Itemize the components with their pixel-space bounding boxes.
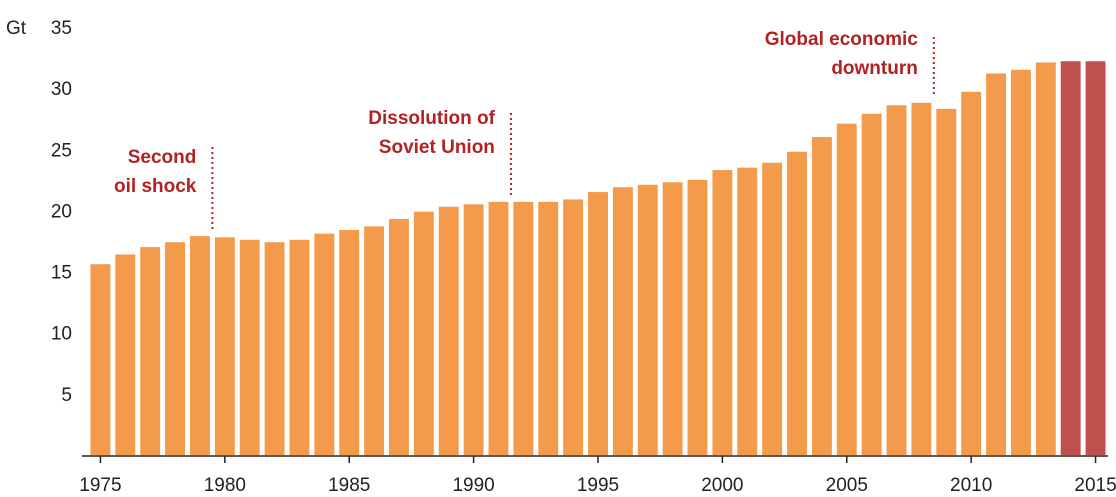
bar-1994	[563, 199, 584, 455]
bar-2015	[1085, 61, 1106, 456]
bar-2006	[861, 113, 882, 455]
bar-2014	[1060, 61, 1081, 456]
bar-1998	[662, 182, 683, 456]
x-tick-label-2000: 2000	[701, 475, 743, 496]
bar-2002	[762, 162, 783, 456]
bar-1997	[637, 184, 658, 455]
bar-1985	[339, 229, 360, 455]
bar-1980	[214, 237, 235, 455]
bar-1988	[413, 211, 434, 455]
y-tick-label-30: 30	[51, 79, 72, 100]
bar-2012	[1010, 69, 1031, 456]
y-axis: 5 10 15 20 25 30 35 Gt	[6, 18, 72, 406]
bar-1976	[115, 254, 136, 455]
x-tick-label-2005: 2005	[826, 475, 868, 496]
x-tick-label-1990: 1990	[452, 475, 494, 496]
bar-1979	[190, 236, 210, 455]
bar-2011	[986, 73, 1006, 455]
bar-1990	[463, 204, 484, 455]
x-tick-label-1985: 1985	[328, 475, 370, 496]
bar-2004	[811, 137, 832, 455]
bar-1991	[488, 201, 509, 455]
bar-1989	[438, 206, 459, 455]
x-tick-label-1975: 1975	[79, 475, 121, 496]
y-tick-label-10: 10	[51, 324, 72, 345]
y-tick-label-5: 5	[61, 385, 72, 406]
bars	[90, 61, 1106, 456]
annotation-label-1991-line-1: Dissolution of	[368, 108, 495, 129]
bar-1982	[264, 242, 285, 455]
bar-2009	[936, 108, 957, 456]
annotation-label-2008-line-2: downturn	[831, 58, 918, 79]
y-tick-label-20: 20	[51, 201, 72, 222]
annotation-label-2008-line-1: Global economic	[765, 29, 919, 50]
y-tick-label-25: 25	[51, 140, 72, 161]
annotation-label-1979-line-2: oil shock	[114, 176, 197, 197]
bar-1987	[389, 218, 409, 455]
bar-1983	[289, 239, 310, 455]
bar-2008	[911, 102, 932, 455]
bar-1986	[364, 226, 385, 455]
bar-1999	[687, 179, 708, 456]
bar-2003	[787, 151, 807, 456]
bar-1995	[588, 192, 608, 455]
bar-2001	[737, 167, 758, 455]
bar-2013	[1035, 62, 1056, 456]
x-axis: 1975 1980 1985 1990 1995 2000 2005 2010 2015	[79, 456, 1116, 496]
bar-1977	[140, 247, 161, 455]
annotation-label-1979-line-1: Second	[128, 147, 197, 168]
x-tick-label-2010: 2010	[950, 475, 992, 496]
x-tick-label-2015: 2015	[1074, 475, 1116, 496]
x-tick-label-1995: 1995	[577, 475, 619, 496]
y-axis-unit-label: Gt	[6, 18, 27, 39]
bar-2007	[886, 105, 907, 455]
y-tick-label-35: 35	[51, 18, 72, 39]
bar-1996	[612, 187, 633, 455]
bar-1975	[90, 264, 111, 455]
annotation-label-1991-line-2: Soviet Union	[379, 137, 495, 158]
bar-2005	[836, 123, 857, 456]
bar-2010	[961, 91, 982, 455]
bar-1993	[538, 201, 559, 455]
y-tick-label-15: 15	[51, 263, 72, 284]
bar-1978	[165, 242, 186, 455]
x-tick-label-1980: 1980	[204, 475, 246, 496]
annotations: Second oil shock Dissolution of Soviet Unio…	[114, 29, 935, 231]
bar-1984	[314, 233, 335, 455]
bar-2000	[712, 170, 733, 455]
bar-1992	[513, 201, 534, 455]
bar-1981	[239, 239, 260, 455]
